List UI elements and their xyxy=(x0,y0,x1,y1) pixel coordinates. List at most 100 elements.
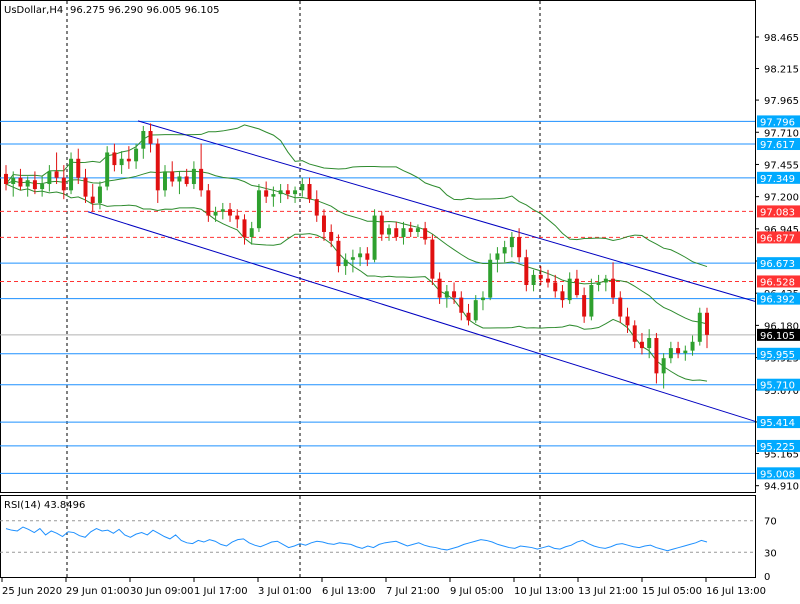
bull-candle xyxy=(387,228,392,235)
bear-candle xyxy=(639,341,644,349)
price-tag xyxy=(757,347,800,360)
bear-candle xyxy=(76,158,81,178)
price-tag-label: 96.105 xyxy=(760,331,795,342)
bear-candle xyxy=(228,209,233,216)
time-tick-label: 7 Jul 21:00 xyxy=(386,586,440,597)
bear-candle xyxy=(321,215,326,232)
price-tag-label: 97.617 xyxy=(760,140,795,151)
channel-lower-line xyxy=(87,211,756,422)
bear-candle xyxy=(242,219,247,238)
bull-candle xyxy=(191,168,196,185)
bear-candle xyxy=(126,158,131,162)
bull-candle xyxy=(220,209,225,212)
price-tick-label: 94.910 xyxy=(764,482,799,493)
price-tags: 97.796 97.617 97.349 97.083 96.877 96.673 96.5… xyxy=(757,115,800,480)
time-tick-label: 13 Jul 21:00 xyxy=(578,586,638,597)
price-tick-label: 95.165 xyxy=(764,450,799,461)
bear-candle xyxy=(654,338,659,374)
price-tick-label: 97.710 xyxy=(764,128,799,139)
bull-candle xyxy=(589,284,594,317)
bear-candle xyxy=(430,239,435,279)
time-tick-label: 10 Jul 13:00 xyxy=(514,586,574,597)
channel-layer xyxy=(87,120,756,422)
bull-candle xyxy=(444,291,449,298)
bull-candle xyxy=(372,215,377,260)
price-tick-label: 98.465 xyxy=(764,33,799,44)
bull-candle xyxy=(119,158,124,166)
bull-candle xyxy=(271,194,276,197)
price-tag xyxy=(757,115,800,128)
rsi-tick-label: 30 xyxy=(764,548,777,559)
bull-candle xyxy=(495,253,500,260)
price-panel-frame xyxy=(0,0,756,493)
bear-candle xyxy=(524,257,529,285)
bear-candle xyxy=(625,316,630,326)
bear-candle xyxy=(264,190,269,197)
bear-candle xyxy=(329,231,334,241)
bull-candle xyxy=(350,257,355,260)
price-tag xyxy=(757,378,800,391)
symbol-label: UsDollar,H4 xyxy=(4,5,63,16)
price-tag xyxy=(757,275,800,288)
bull-candle xyxy=(690,341,695,351)
channel-upper-line xyxy=(137,120,756,302)
price-tag xyxy=(757,171,800,184)
price-tag-label: 97.083 xyxy=(760,207,795,218)
bear-candle xyxy=(112,152,117,166)
rsi-layer: 70 30 0 xyxy=(0,517,777,583)
bear-candle xyxy=(546,278,550,283)
bull-candle xyxy=(473,300,478,321)
bull-candle xyxy=(683,350,688,354)
bear-candle xyxy=(155,143,160,191)
time-tick-label: 6 Jul 13:00 xyxy=(322,586,376,597)
bear-candle xyxy=(307,184,312,200)
price-tick-label: 97.200 xyxy=(764,193,799,204)
bear-candle xyxy=(83,177,88,197)
time-tick-label: 30 Jun 09:00 xyxy=(130,586,194,597)
rsi-panel-frame xyxy=(0,495,756,578)
bear-candle xyxy=(459,297,464,313)
bear-candle xyxy=(206,190,211,216)
bollinger-upper xyxy=(5,124,708,268)
bear-candle xyxy=(365,253,370,260)
bear-candle xyxy=(560,291,565,301)
rsi-line xyxy=(5,526,708,552)
bear-candle xyxy=(517,237,522,258)
bollinger-layer xyxy=(5,124,708,382)
bear-candle xyxy=(90,196,95,203)
time-tick-label: 29 Jun 01:00 xyxy=(66,586,130,597)
grid-layer xyxy=(66,1,541,577)
bear-candle xyxy=(437,278,442,298)
bear-candle xyxy=(632,325,637,342)
bull-candle xyxy=(47,171,52,185)
price-tag-label: 96.528 xyxy=(760,277,795,288)
time-tick-label: 9 Jul 05:00 xyxy=(450,586,504,597)
bull-candle xyxy=(596,282,601,285)
bull-candle xyxy=(502,247,507,254)
time-tick-label: 1 Jul 17:00 xyxy=(194,586,248,597)
bear-candle xyxy=(54,171,59,178)
bear-candle xyxy=(582,295,587,317)
bull-candle xyxy=(293,190,298,195)
price-tag xyxy=(757,416,800,429)
bull-candle xyxy=(358,253,363,258)
price-tag-label: 96.877 xyxy=(760,233,795,244)
bear-candle xyxy=(379,215,384,235)
bollinger-middle xyxy=(5,170,708,325)
bull-candle xyxy=(480,297,485,301)
bull-candle xyxy=(343,259,348,267)
bear-candle xyxy=(408,228,413,232)
bull-candle xyxy=(134,148,139,162)
bear-candle xyxy=(199,168,204,191)
bull-candle xyxy=(69,158,74,191)
price-tick-label: 97.455 xyxy=(764,160,799,171)
bear-candle xyxy=(394,228,399,238)
price-tag-label: 95.955 xyxy=(760,350,795,361)
rsi-tick-label: 70 xyxy=(764,517,777,528)
bull-candle xyxy=(697,312,702,342)
bull-candle xyxy=(668,348,673,359)
bull-candle xyxy=(603,278,608,283)
